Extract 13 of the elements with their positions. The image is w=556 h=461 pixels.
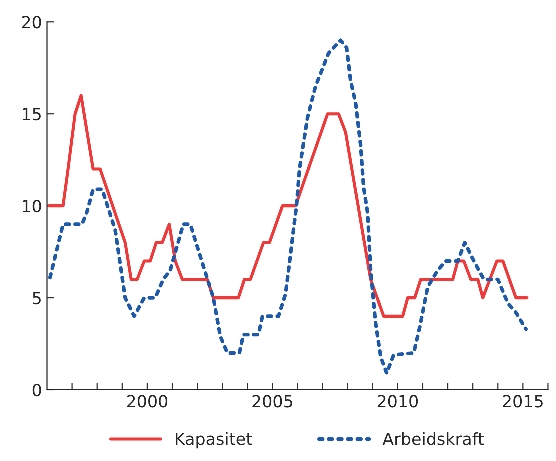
y-tick-label: 10 (23, 200, 42, 213)
y-tick-label: 15 (23, 108, 41, 121)
x-tick-label: 2000 (127, 395, 168, 408)
x-tick-label: 2005 (252, 395, 292, 408)
y-tick-label: 5 (33, 292, 41, 305)
x-tick-label: 2010 (378, 395, 418, 408)
y-tick-label: 0 (32, 384, 42, 397)
line-series (48, 94, 529, 318)
legend-label: Arbeidskraft (382, 432, 484, 446)
line-series (48, 38, 528, 376)
y-tick-label: 20 (22, 16, 42, 29)
legend-label: Kapasitet (176, 432, 252, 449)
x-tick-label: 2015 (503, 395, 543, 408)
